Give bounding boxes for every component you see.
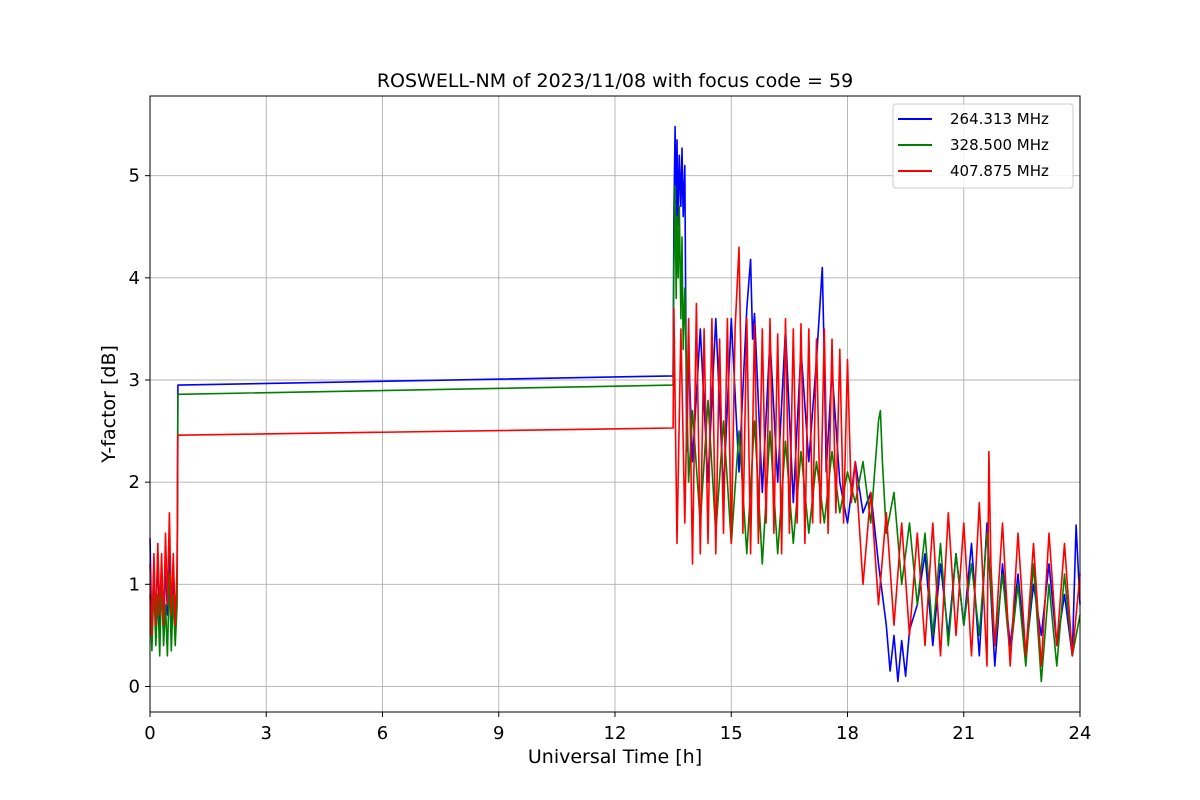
- legend: 264.313 MHz 328.500 MHz 407.875 MHz: [892, 103, 1074, 189]
- series-line-2: [149, 185, 1081, 683]
- x-tick-label: 18: [836, 723, 859, 744]
- x-tick-label: 12: [604, 723, 627, 744]
- y-axis-label: Y-factor [dB]: [98, 345, 120, 464]
- legend-label: 264.313 MHz: [950, 110, 1049, 128]
- legend-label: 407.875 MHz: [950, 162, 1049, 180]
- chart-title: ROSWELL-NM of 2023/11/08 with focus code…: [377, 70, 853, 92]
- x-tick-label: 24: [1069, 723, 1092, 744]
- legend-box: [892, 103, 1074, 189]
- grid-layer: [149, 96, 1081, 712]
- series-line-3: [149, 246, 1081, 667]
- y-tick-label: 3: [129, 370, 140, 391]
- y-tick-label: 5: [129, 166, 140, 187]
- x-tick-label: 6: [377, 723, 388, 744]
- x-tick-label: 3: [261, 723, 272, 744]
- x-tick-label: 15: [720, 723, 743, 744]
- legend-items: 264.313 MHz 328.500 MHz 407.875 MHz: [898, 110, 1049, 180]
- y-tick-label: 2: [129, 472, 140, 493]
- y-tick-label: 1: [129, 574, 140, 595]
- y-tick-label: 4: [129, 268, 140, 289]
- x-tick-label: 0: [144, 723, 155, 744]
- x-axis-label: Universal Time [h]: [528, 746, 702, 768]
- series-layer: [149, 125, 1081, 683]
- y-tick-label: 0: [129, 676, 140, 697]
- x-tick-label: 21: [952, 723, 975, 744]
- x-tick-label: 9: [493, 723, 504, 744]
- legend-label: 328.500 MHz: [950, 136, 1049, 154]
